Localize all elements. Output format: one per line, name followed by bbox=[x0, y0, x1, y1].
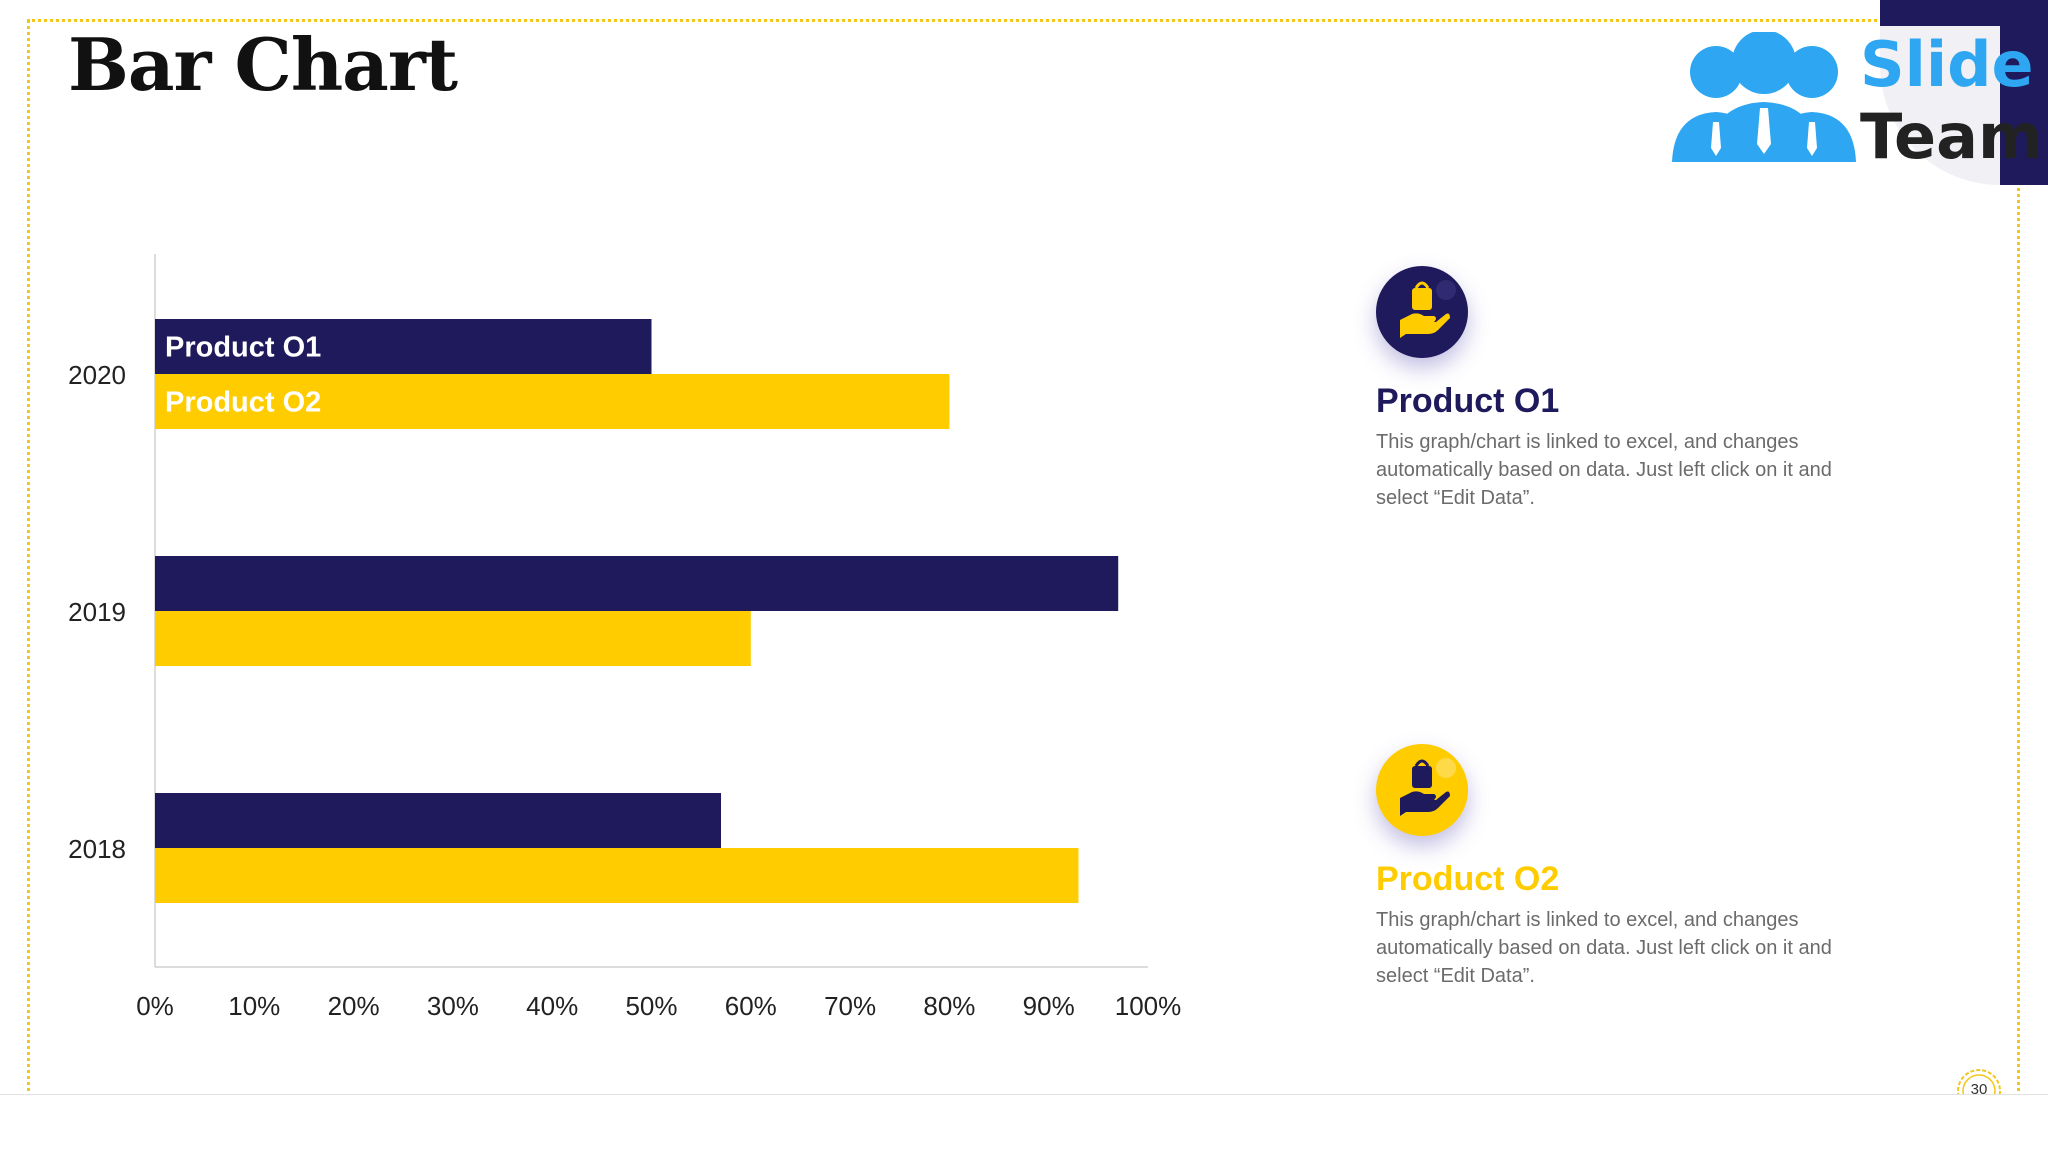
bottom-strip bbox=[0, 1094, 2048, 1152]
x-tick-label: 60% bbox=[725, 991, 777, 1021]
x-tick-label: 20% bbox=[328, 991, 380, 1021]
hand-holding-bag-icon bbox=[1376, 266, 1468, 358]
legend-heading-product-o2: Product O2 bbox=[1376, 860, 1560, 898]
series-label-2: Product O2 bbox=[165, 387, 321, 419]
bar-2020-series-1 bbox=[155, 319, 652, 374]
x-tick-label: 100% bbox=[1115, 991, 1182, 1021]
bar-2019-series-1 bbox=[155, 556, 1119, 611]
team-people-icon bbox=[1672, 32, 1856, 162]
x-tick-label: 80% bbox=[923, 991, 975, 1021]
page-number: 30 bbox=[1970, 1081, 1988, 1098]
x-tick-label: 90% bbox=[1023, 991, 1075, 1021]
x-tick-label: 70% bbox=[824, 991, 876, 1021]
legend-description-product-o2: This graph/chart is linked to excel, and… bbox=[1376, 909, 1832, 987]
x-tick-label: 40% bbox=[526, 991, 578, 1021]
x-tick-label: 30% bbox=[427, 991, 479, 1021]
x-tick-label: 10% bbox=[228, 991, 280, 1021]
bar-2018-series-2 bbox=[155, 848, 1079, 903]
legend-heading-product-o1: Product O1 bbox=[1376, 382, 1560, 420]
bar-2019-series-2 bbox=[155, 611, 751, 666]
hand-holding-bag-icon bbox=[1376, 744, 1468, 836]
x-tick-label: 0% bbox=[136, 991, 174, 1021]
series-label-1: Product O1 bbox=[165, 332, 321, 364]
bar-2020-series-2 bbox=[155, 374, 950, 429]
legend-product-o1: Product O1 This graph/chart is linked to… bbox=[1376, 266, 1896, 512]
logo-text-team: Team bbox=[1860, 100, 2043, 173]
legend-product-o2: Product O2 This graph/chart is linked to… bbox=[1376, 744, 1896, 990]
bar-2018-series-1 bbox=[155, 793, 722, 848]
y-tick-label-2018: 2018 bbox=[68, 834, 126, 864]
y-tick-label-2020: 2020 bbox=[68, 360, 126, 390]
x-tick-label: 50% bbox=[625, 991, 677, 1021]
slide-title: Bar Chart bbox=[68, 22, 458, 107]
y-tick-label-2019: 2019 bbox=[68, 597, 126, 627]
legend-description-product-o1: This graph/chart is linked to excel, and… bbox=[1376, 431, 1832, 509]
slideteam-logo: Slide Team bbox=[1660, 26, 2043, 196]
logo-text-slide: Slide bbox=[1860, 28, 2034, 101]
